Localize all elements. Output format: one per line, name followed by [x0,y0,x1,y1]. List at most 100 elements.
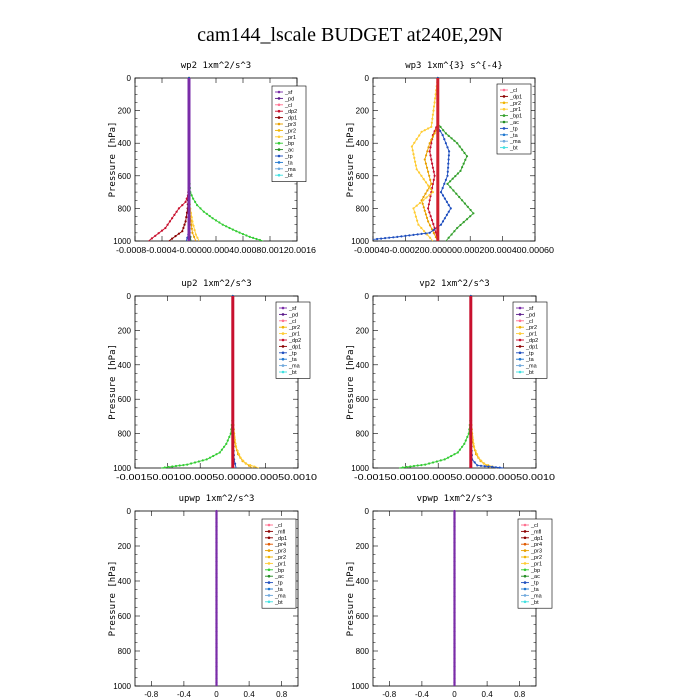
series-marker [464,158,467,161]
legend-entry: _pd [288,312,298,318]
series-marker [447,158,450,161]
legend-marker [267,574,271,578]
series-marker [449,207,452,210]
series-marker [424,213,427,216]
series-marker [202,210,205,213]
series-marker [462,162,465,165]
series-marker [160,229,164,232]
series-marker [434,97,437,100]
panel-title: up2 1xm^2/s^3 [181,279,251,289]
series-marker [175,210,178,213]
y-tick-label: 400 [118,361,132,370]
series-marker [414,160,417,163]
y-axis-label: Pressure [hPa] [108,122,118,198]
series-marker [447,162,450,165]
legend-marker [523,594,527,597]
legend-box [496,83,532,155]
legend-entry: _bt [509,146,518,152]
legend-entry: _ta [525,357,535,363]
series-marker [218,451,221,454]
legend-marker [518,351,522,355]
series-marker [424,192,427,195]
series-marker [252,236,255,239]
series-marker [242,459,245,462]
series-marker [197,460,200,463]
series-marker [415,204,418,207]
series-marker [429,215,432,218]
series-marker [418,201,422,205]
x-tick-label: -0.8 [382,690,396,699]
legend-entry: _sf [525,306,534,312]
legend-marker [277,103,281,107]
panels: wp2 1xm^2/s^3 0 200 400 600 800 1000 Pressure [… [108,61,556,699]
legend-entry: _mfl [530,529,541,535]
legend-marker [523,542,527,546]
series-marker [190,194,193,197]
series-marker [430,142,433,145]
series-marker [411,149,414,152]
series-marker [439,459,442,462]
series-marker [192,224,195,227]
series-marker [181,204,184,207]
legend-marker [518,338,522,342]
series-line-dp1 [399,296,472,469]
series-marker [424,232,427,235]
series-marker [185,216,188,219]
legend-entry: _pr1 [274,561,286,567]
series-marker [461,445,464,448]
legend: _cl_mfl_dp1_pr4_pr3_pr2_pr1_bp_ac_tp_ta_… [261,518,297,609]
series-marker [425,166,429,169]
series-marker [429,187,432,190]
series-marker [245,234,248,237]
legend-marker [502,139,506,143]
series-marker [420,232,423,235]
legend-marker [277,173,281,177]
legend-entry: _tp [284,154,293,160]
series-marker [447,236,450,239]
series-marker [182,464,185,467]
series-marker [458,145,461,148]
series-marker [410,145,413,148]
legend-entry: _pr1 [284,135,296,141]
series-marker [452,189,455,192]
legend-entry: _pr2 [530,555,542,561]
legend-entry: _pr1 [509,107,521,113]
legend-entry: _bt [288,370,297,376]
y-tick-label: 200 [356,542,370,551]
series-marker [171,217,174,220]
legend-entry: _pr1 [530,561,542,567]
series-marker [234,462,237,465]
y-tick-label: 600 [356,395,370,404]
legend-marker [281,306,285,310]
series-marker [444,132,447,135]
y-tick-label: 200 [356,326,370,335]
series-marker [432,105,436,108]
series-line-dp1 [161,296,234,469]
series-line-pr1 [470,296,498,469]
legend-marker [281,325,285,329]
y-tick-label: 200 [118,326,132,335]
series-marker [167,465,170,469]
series-marker [453,453,456,456]
series-marker [253,465,256,468]
series-marker [416,233,419,236]
series-marker [429,154,432,157]
legend-entry: _ta [288,357,298,363]
legend-marker [281,370,285,374]
series-line-pr1 [232,296,260,469]
y-tick-label: 200 [356,107,370,116]
legend-entry: _pr3 [274,549,286,555]
series-marker [429,146,432,149]
series-marker [392,236,395,239]
panel-4: vp2 1xm^2/s^3 0 200 400 600 800 1000 Pressure [… [346,279,556,482]
legend-marker [518,306,522,310]
legend-marker [267,555,271,559]
legend-entry: _pr2 [274,555,286,561]
legend-entry: _bt [274,600,283,606]
legend-marker [267,562,271,565]
series-marker [228,435,231,439]
series-marker [449,180,452,183]
legend-entry: _cl [509,88,517,94]
series-marker [423,230,426,233]
